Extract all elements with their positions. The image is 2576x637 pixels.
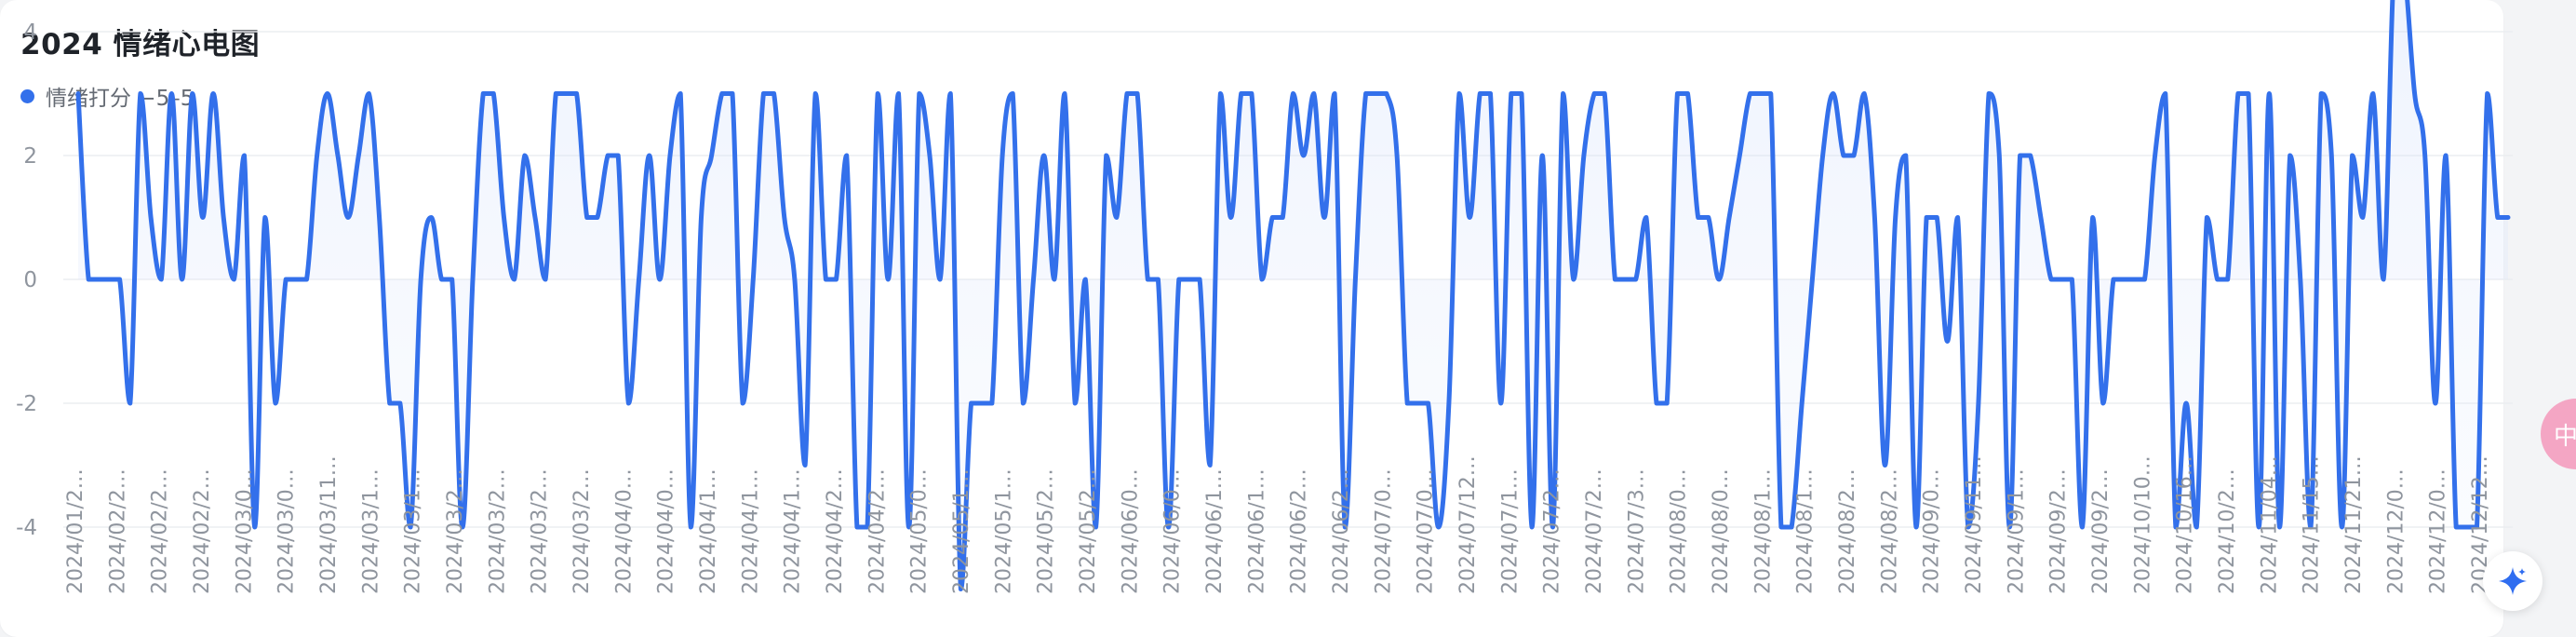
floating-chat-bubble-label: 中: [2554, 422, 2576, 451]
y-tick-label: 0: [23, 268, 37, 292]
y-tick-label: 2: [23, 144, 37, 169]
x-tick-label: 2024/06/0…: [1161, 468, 1185, 594]
x-tick-label: 2024/04/0…: [655, 468, 678, 594]
x-tick-label: 2024/01/2…: [64, 468, 87, 594]
x-tick-label: 2024/12/0…: [2384, 468, 2408, 594]
x-tick-label: 2024/03/1…: [359, 468, 382, 594]
x-tick-label: 2024/08/1…: [1794, 468, 1818, 594]
x-tick-label: 2024/03/2…: [570, 468, 594, 594]
x-tick-label: 2024/12/0…: [2427, 468, 2450, 594]
x-tick-label: 2024/06/1…: [1203, 468, 1227, 594]
x-tick-label: 2024/11/21…: [2342, 455, 2366, 594]
x-tick-label: 2024/09/1…: [2005, 468, 2028, 594]
x-tick-label: 2024/08/0…: [1668, 468, 1691, 594]
series-line[interactable]: [75, 0, 2511, 591]
x-tick-label: 2024/02/2…: [149, 468, 172, 594]
x-tick-label: 2024/07/12…: [1456, 455, 1480, 594]
x-tick-label: 2024/09/11…: [1963, 455, 1986, 594]
x-tick-label: 2024/10/10…: [2131, 455, 2154, 594]
x-tick-label: 2024/09/2…: [2047, 468, 2071, 594]
x-tick-label: 2024/05/0…: [908, 468, 932, 594]
x-tick-label: 2024/04/2…: [865, 468, 889, 594]
x-tick-label: 2024/03/0…: [233, 468, 256, 594]
x-tick-label: 2024/07/0…: [1415, 468, 1438, 594]
y-tick-label: -2: [16, 392, 37, 416]
x-tick-label: 2024/03/0…: [275, 468, 299, 594]
series-area-positive: [78, 0, 2508, 279]
x-tick-label: 2024/05/1…: [992, 468, 1015, 594]
x-tick-label: 2024/04/0…: [612, 468, 636, 594]
x-tick-label: 2024/06/2…: [1288, 468, 1311, 594]
x-tick-label: 2024/06/0…: [1119, 468, 1142, 594]
x-tick-label: 2024/11/15…: [2301, 455, 2324, 594]
x-tick-label: 2024/04/1…: [697, 468, 720, 594]
x-tick-label: 2024/04/1…: [739, 468, 762, 594]
x-tick-label: 2024/02/2…: [106, 468, 129, 594]
x-tick-label: 2024/02/2…: [191, 468, 214, 594]
x-tick-label: 2024/08/0…: [1710, 468, 1733, 594]
x-tick-label: 2024/07/2…: [1583, 468, 1606, 594]
x-tick-label: 2024/07/0…: [1372, 468, 1395, 594]
x-tick-label: 2024/05/1…: [950, 468, 973, 594]
x-tick-label: 2024/05/2…: [1077, 468, 1100, 594]
x-tick-label: 2024/07/3…: [1625, 468, 1648, 594]
x-tick-label: 2024/07/2…: [1541, 468, 1564, 594]
x-tick-label: 2024/08/1…: [1751, 468, 1775, 594]
ai-assistant-button[interactable]: [2483, 551, 2542, 611]
x-tick-label: 2024/03/2…: [529, 468, 552, 594]
x-tick-label: 2024/09/0…: [1921, 468, 1944, 594]
x-tick-label: 2024/07/1…: [1498, 468, 1522, 594]
x-tick-label: 2024/10/2…: [2216, 468, 2239, 594]
x-tick-label: 2024/08/2…: [1878, 468, 1901, 594]
x-tick-label: 2024/05/2…: [1035, 468, 1058, 594]
x-tick-label: 2024/06/1…: [1245, 468, 1268, 594]
legend-marker: [20, 88, 34, 103]
x-tick-label: 2024/03/1…: [402, 468, 425, 594]
x-tick-label: 2024/03/2…: [444, 468, 467, 594]
x-tick-label: 2024/11/04…: [2258, 455, 2281, 594]
y-tick-label: 4: [23, 20, 37, 45]
x-tick-label: 2024/03/11…: [317, 455, 341, 594]
x-tick-label: 2024/03/2…: [486, 468, 509, 594]
chart-title: 2024 情绪心电图: [20, 28, 261, 61]
x-tick-label: 2024/09/2…: [2089, 468, 2113, 594]
x-tick-label: 2024/06/2…: [1330, 468, 1353, 594]
x-tick-label: 2024/10/16…: [2174, 455, 2197, 594]
x-tick-label: 2024/04/2…: [824, 468, 847, 594]
sparkle-icon: [2499, 567, 2527, 595]
x-tick-label: 2024/08/2…: [1836, 468, 1859, 594]
y-tick-label: -4: [16, 516, 37, 540]
x-tick-label: 2024/04/1…: [782, 468, 805, 594]
